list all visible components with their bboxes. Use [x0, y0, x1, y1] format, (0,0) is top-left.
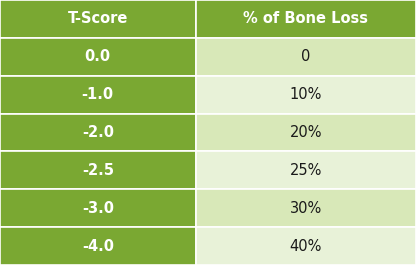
Bar [196, 151, 416, 189]
Text: 10%: 10% [290, 87, 322, 102]
Text: -2.5: -2.5 [82, 163, 114, 178]
Text: 25%: 25% [290, 163, 322, 178]
Bar [0, 114, 196, 151]
Bar [196, 0, 416, 38]
Text: % of Bone Loss: % of Bone Loss [243, 11, 368, 26]
Bar [0, 227, 196, 265]
Bar [0, 76, 196, 114]
Bar [196, 189, 416, 227]
Bar [196, 114, 416, 151]
Bar [196, 76, 416, 114]
Bar [0, 38, 196, 76]
Text: -3.0: -3.0 [82, 201, 114, 216]
Text: 20%: 20% [290, 125, 322, 140]
Text: -1.0: -1.0 [82, 87, 114, 102]
Text: 30%: 30% [290, 201, 322, 216]
Bar [0, 189, 196, 227]
Bar [0, 151, 196, 189]
Bar [196, 38, 416, 76]
Text: -4.0: -4.0 [82, 238, 114, 254]
Text: 40%: 40% [290, 238, 322, 254]
Text: T-Score: T-Score [67, 11, 128, 26]
Text: 0: 0 [301, 49, 310, 64]
Bar [0, 0, 196, 38]
Text: -2.0: -2.0 [82, 125, 114, 140]
Bar [196, 227, 416, 265]
Text: 0.0: 0.0 [85, 49, 111, 64]
